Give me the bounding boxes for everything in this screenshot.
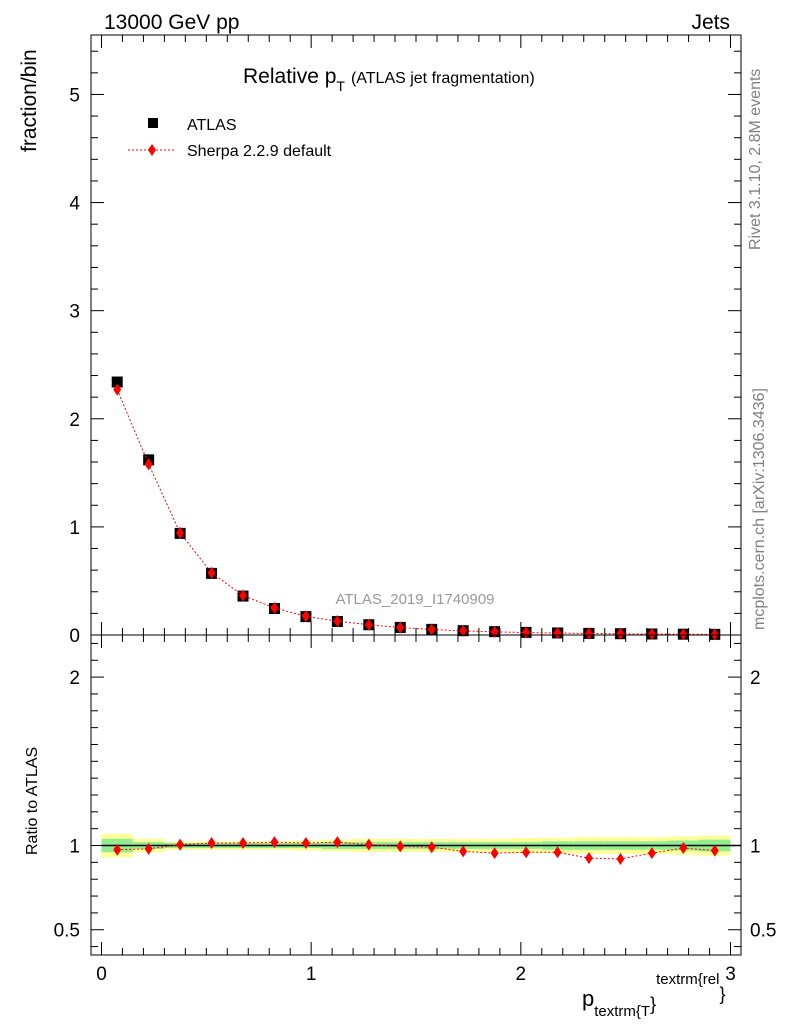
ratio-mc-point xyxy=(144,842,153,855)
main-y-tick-label: 4 xyxy=(69,194,80,215)
ratio-xlabel: ptextrm{T}textrm{rel} xyxy=(582,971,725,1020)
mc-point xyxy=(333,615,342,628)
ratio-mc-point xyxy=(176,838,185,851)
mc-point xyxy=(239,589,248,602)
plot-title: Relative pT (ATLAS jet fragmentation) xyxy=(243,65,535,94)
ratio-mc-point xyxy=(647,847,656,860)
mc-point xyxy=(113,383,122,396)
ratio-y-tick-label-right: 0.5 xyxy=(750,921,776,942)
mc-point xyxy=(427,623,436,636)
ratio-mc-point xyxy=(553,846,562,859)
ratio-mc-point xyxy=(207,837,216,849)
ratio-panel: 0 1 2 3 0.5 0.5 1 1 2 2 xyxy=(54,634,776,985)
ratio-mc-point xyxy=(710,844,719,857)
ratio-ylabel: Ratio to ATLAS xyxy=(24,747,41,855)
ratio-y-tick-label-right: 1 xyxy=(750,837,761,858)
ratio-mc-point xyxy=(333,836,342,849)
mc-point xyxy=(647,628,656,641)
ratio-mc-point xyxy=(364,838,373,851)
mc-point xyxy=(207,566,216,579)
mc-point xyxy=(364,618,373,631)
legend-mc-marker xyxy=(148,144,156,156)
main-ylabel: fraction/bin xyxy=(18,49,41,152)
mc-point xyxy=(584,627,593,640)
mc-point xyxy=(553,627,562,640)
source-label: mcplots.cern.ch [arXiv:1306.3436] xyxy=(751,388,768,630)
main-y-tick-label: 5 xyxy=(69,85,80,106)
ratio-mc-point xyxy=(113,843,122,856)
data-point xyxy=(111,376,123,388)
rivet-version-label: Rivet 3.1.10, 2.8M events xyxy=(747,69,764,250)
ratio-x-tick-label: 0 xyxy=(96,964,107,985)
mc-line xyxy=(116,389,715,635)
ratio-mc-point xyxy=(427,841,436,854)
ratio-x-tick-label: 2 xyxy=(516,964,527,985)
ratio-y-tick-label: 2 xyxy=(69,668,80,689)
main-y-tick-label: 2 xyxy=(69,410,80,431)
main-y-tick-label: 3 xyxy=(69,302,80,323)
main-y-tick-label: 1 xyxy=(69,518,80,539)
legend-mc-label: Sherpa 2.2.9 default xyxy=(187,143,332,160)
mc-point xyxy=(270,601,279,614)
ratio-mc-point xyxy=(679,842,688,855)
ratio-y-tick-label: 1 xyxy=(69,837,80,858)
mc-point xyxy=(459,624,468,637)
mc-point xyxy=(144,458,153,471)
mc-point xyxy=(710,628,719,641)
mc-point xyxy=(301,610,310,623)
legend: ATLAS Sherpa 2.2.9 default xyxy=(128,117,332,160)
ratio-mc-point xyxy=(522,846,531,859)
analysis-id: ATLAS_2019_I1740909 xyxy=(335,591,494,608)
mc-point xyxy=(176,526,185,539)
ratio-frame xyxy=(90,634,742,956)
legend-data-label: ATLAS xyxy=(187,117,237,134)
ratio-mc-point xyxy=(584,852,593,865)
ratio-y-tick-label-right: 2 xyxy=(750,668,761,689)
ratio-mc-point xyxy=(270,836,279,849)
ratio-x-tick-label: 3 xyxy=(725,964,736,985)
ratio-y-tick-label: 0.5 xyxy=(54,921,80,942)
ratio-mc-point xyxy=(239,837,248,849)
mc-point xyxy=(396,621,405,634)
ratio-x-tick-label: 1 xyxy=(306,964,317,985)
ratio-mc-point xyxy=(396,840,405,853)
mc-point xyxy=(616,627,625,640)
main-panel: 0 1 2 3 4 5 xyxy=(69,34,742,647)
legend-data-marker xyxy=(148,118,158,128)
ratio-mc-point xyxy=(459,845,468,858)
header-left: 13000 GeV pp xyxy=(104,11,239,34)
ratio-mc-point xyxy=(490,847,499,860)
ratio-mc-point xyxy=(301,837,310,849)
ratio-mc-point xyxy=(616,853,625,865)
mc-point xyxy=(679,628,688,641)
mc-point xyxy=(522,626,531,639)
main-y-tick-label: 0 xyxy=(69,626,80,647)
header-right: Jets xyxy=(691,11,730,34)
